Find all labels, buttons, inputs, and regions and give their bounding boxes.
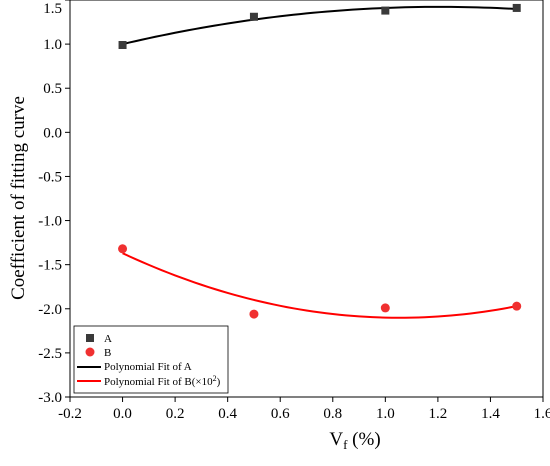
data-point-a xyxy=(249,12,258,21)
legend-label-a: A xyxy=(104,333,112,345)
x-axis: -0.2 0.0 0.2 0.4 0.6 0.8 1.0 1.2 1.4 1.6 xyxy=(58,397,550,422)
plot-area-frame xyxy=(69,0,544,398)
data-point-a xyxy=(381,6,390,15)
y-tick-label: -0.5 xyxy=(38,169,62,185)
data-points xyxy=(118,3,522,319)
fit-curves xyxy=(122,5,517,319)
data-point-a xyxy=(118,40,127,49)
y-tick-label: -3.0 xyxy=(38,390,62,406)
y-tick-label: -1.5 xyxy=(38,258,62,274)
y-tick-label: 1.5 xyxy=(43,1,62,17)
x-axis-label-main: V xyxy=(329,429,343,450)
data-point-a xyxy=(512,3,521,12)
data-point-b xyxy=(118,244,128,254)
x-tick-label: 1.4 xyxy=(481,406,500,422)
legend-marker-a xyxy=(86,334,94,342)
x-tick-label: 1.2 xyxy=(429,406,448,422)
y-axis: 1.5 1.0 0.5 0.0 -0.5 -1.0 -1.5 -2.0 -2.5 -3.0 xyxy=(38,0,70,406)
data-point-b xyxy=(249,309,259,319)
legend-marker-b xyxy=(85,347,95,357)
x-axis-label-subscript: f xyxy=(343,437,348,452)
y-tick-label: 0.5 xyxy=(43,81,62,97)
x-tick-label: 1.0 xyxy=(376,406,395,422)
legend-label-b: B xyxy=(104,347,111,359)
y-tick-label: -2.0 xyxy=(38,302,62,318)
fit-curve-a xyxy=(122,5,517,46)
legend-label-fit-b-main: Polynomial Fit of B xyxy=(104,376,192,388)
legend: A B Polynomial Fit of A Polynomial Fit o… xyxy=(73,325,229,394)
y-tick-label: 0.0 xyxy=(43,125,62,141)
x-axis-label: Vf (%) xyxy=(329,429,380,452)
legend-label-fit-b: Polynomial Fit of B(×102) xyxy=(104,374,221,388)
x-tick-label: 0.4 xyxy=(218,406,237,422)
x-tick-label: 0.2 xyxy=(166,406,185,422)
x-tick-label: -0.2 xyxy=(58,406,82,422)
y-tick-label: -2.5 xyxy=(38,346,62,362)
data-point-b xyxy=(512,301,522,311)
x-axis-label-unit: (%) xyxy=(347,429,380,450)
legend-label-fit-b-end: ) xyxy=(217,376,221,388)
x-tick-label: 1.6 xyxy=(534,406,550,422)
legend-label-fit-a: Polynomial Fit of A xyxy=(104,361,192,373)
y-tick-label: -1.0 xyxy=(38,214,62,230)
y-axis-label: Coefficient of fitting curve xyxy=(8,96,29,300)
x-tick-label: 0.8 xyxy=(323,406,342,422)
y-tick-label: 1.0 xyxy=(43,37,62,53)
x-tick-label: 0.6 xyxy=(271,406,290,422)
data-point-b xyxy=(380,303,390,313)
fit-curve-b xyxy=(122,252,517,319)
legend-label-fit-b-sup: 2 xyxy=(213,374,217,383)
x-tick-label: 0.0 xyxy=(113,406,132,422)
legend-label-fit-b-suffix: (×10 xyxy=(192,376,213,388)
